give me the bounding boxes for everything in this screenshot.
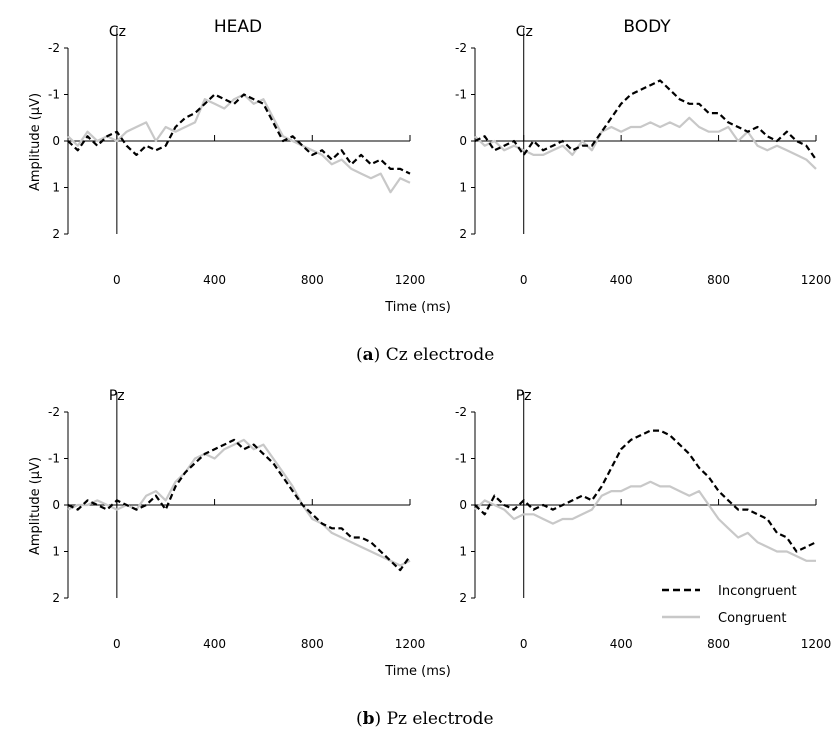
panel-cz-body-y-tick-label: 1: [459, 181, 467, 195]
panel-pz-body-electrode-label: Pz: [516, 388, 532, 404]
column-title-head: HEAD: [214, 17, 262, 37]
panel-pz-head-electrode-label: Pz: [109, 388, 125, 404]
panel-pz-head-x-tick-label: 800: [301, 637, 324, 651]
panel-pz-body-y-tick-label: 1: [459, 545, 467, 559]
panel-cz-head-x-tick-label: 0: [113, 273, 121, 287]
legend-incongruent-label: Incongruent: [718, 584, 797, 599]
panel-cz-head-x-tick-label: 1200: [395, 273, 426, 287]
panel-cz-head-x-tick-label: 400: [203, 273, 226, 287]
panel-cz-head-electrode-label: Cz: [109, 24, 126, 40]
panel-cz-body-y-tick-label: -2: [455, 41, 467, 55]
panel-pz-body-y-tick-label: -2: [455, 405, 467, 419]
panel-cz-body-y-tick-label: 0: [459, 134, 467, 148]
panel-pz-head-y-tick-label: 2: [52, 591, 60, 605]
panel-cz-body-electrode-label: Cz: [516, 24, 533, 40]
panel-pz-body-y-tick-label: 0: [459, 498, 467, 512]
panel-cz-body-y-tick-label: 2: [459, 227, 467, 241]
panel-cz-head-x-tick-label: 800: [301, 273, 324, 287]
panel-pz-head-y-tick-label: -2: [48, 405, 60, 419]
panel-cz-body-x-tick-label: 1200: [801, 273, 831, 287]
panel-cz-body-x-tick-label: 800: [707, 273, 730, 287]
panel-pz-body-x-tick-label: 400: [610, 637, 633, 651]
legend-congruent-label: Congruent: [718, 611, 786, 626]
panel-pz-head-y-tick-label: 1: [52, 545, 60, 559]
x-axis-label-cz: Time (ms): [384, 300, 451, 315]
legend: Incongruent Congruent: [662, 584, 797, 626]
x-axis-label-pz: Time (ms): [384, 664, 451, 679]
panel-cz-head-y-tick-label: -2: [48, 41, 60, 55]
panel-pz-body: -2 -1 0 1 2 0 400 800 1200 Pz: [455, 388, 831, 651]
panel-cz-body-x-tick-label: 400: [610, 273, 633, 287]
panel-cz-body-x-tick-label: 0: [520, 273, 528, 287]
panel-cz-head: -2 -1 0 1 2 0 400 800 1200 Cz: [48, 24, 425, 287]
column-title-body: BODY: [623, 17, 671, 37]
panel-pz-body-x-tick-label: 1200: [801, 637, 831, 651]
panel-pz-head-x-tick-label: 0: [113, 637, 121, 651]
panel-pz-head-y-tick-label: 0: [52, 498, 60, 512]
panel-cz-head-congruent-line: [67, 93, 411, 194]
panel-cz-body-incongruent-line: [474, 79, 817, 161]
panel-pz-head-x-tick-label: 400: [203, 637, 226, 651]
y-axis-label-pz: Amplitude (μV): [28, 457, 43, 555]
caption-a: (a) Cz electrode: [356, 345, 494, 365]
panel-pz-body-congruent-line: [474, 480, 816, 562]
panel-pz-head-y-tick-label: -1: [48, 452, 60, 466]
caption-b: (b) Pz electrode: [356, 709, 494, 729]
panel-pz-head-congruent-line: [67, 438, 411, 567]
panel-pz-body-y-tick-label: 2: [459, 591, 467, 605]
panel-pz-body-incongruent-line: [474, 429, 817, 553]
panel-pz-body-x-tick-label: 800: [707, 637, 730, 651]
y-axis-label-cz: Amplitude (μV): [28, 93, 43, 191]
panel-cz-body-congruent-line: [474, 116, 817, 170]
panel-cz-head-y-tick-label: -1: [48, 88, 60, 102]
panel-pz-head: -2 -1 0 1 2 0 400 800 1200 Pz: [48, 388, 425, 651]
panel-cz-body-y-tick-label: -1: [455, 88, 467, 102]
panel-cz-head-incongruent-line: [67, 93, 411, 175]
panel-pz-head-x-tick-label: 1200: [395, 637, 426, 651]
panel-pz-body-y-tick-label: -1: [455, 452, 467, 466]
panel-cz-head-y-tick-label: 2: [52, 227, 60, 241]
panel-pz-head-incongruent-line: [67, 438, 411, 572]
panel-cz-body: -2 -1 0 1 2 0 400 800 1200 Cz: [455, 24, 831, 287]
panel-cz-head-y-tick-label: 0: [52, 134, 60, 148]
panel-cz-head-y-tick-label: 1: [52, 181, 60, 195]
panel-pz-body-x-tick-label: 0: [520, 637, 528, 651]
